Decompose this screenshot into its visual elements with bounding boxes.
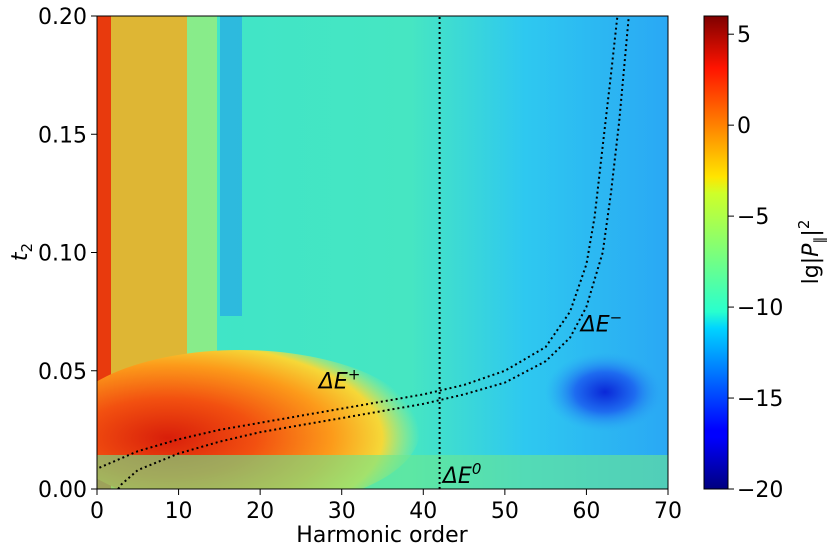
x-tick-label: 60 [572,499,600,524]
annotation-label: ΔE− [579,309,623,338]
y-tick-label: 0.20 [38,5,87,30]
curves-layer [99,16,630,489]
annotation-main: ΔE [579,313,610,338]
heatmap-low-order-edge [97,16,111,489]
x-tick-label: 40 [409,499,437,524]
y-axis-title-sub: 2 [18,243,36,253]
curve-1 [117,16,630,489]
annotation-main: ΔE [441,464,472,489]
colorbar-tick-label: −20 [737,478,783,503]
colorbar-label-bar: | [799,229,824,236]
plot-area [97,16,668,489]
y-tick-label: 0.15 [38,123,87,148]
x-axis-title: Harmonic order [296,523,468,548]
y-tick-label: 0.10 [38,242,87,267]
x-tick-label: 30 [328,499,356,524]
annotation-sup: + [348,365,361,383]
annotations-layer: ΔE+ΔE−ΔE0 [317,309,622,489]
colorbar-tick-label: −10 [737,296,783,321]
y-tick-label: 0.05 [38,360,87,385]
y-axis: 0.00 0.05 0.10 0.15 0.20 [38,5,97,503]
colorbar-label-p: P [799,243,824,257]
y-tick-label: 0.00 [38,478,87,503]
x-tick-label: 70 [654,499,682,524]
annotation-sup: − [610,309,623,327]
annotation-label: ΔE+ [317,365,361,394]
x-axis: 0 10 20 30 40 50 60 70 [90,489,682,524]
heatmap-bottom-band [97,455,668,489]
y-axis-title-main: t [8,251,33,261]
colorbar-label: lg|P∥|2 [795,220,828,285]
annotation-main: ΔE [317,369,348,394]
colorbar-gradient [703,15,729,490]
colorbar-ticks: −20 −15 −10 −5 0 5 [728,23,783,503]
colorbar-label-lg: lg| [799,257,824,285]
colorbar: −20 −15 −10 −5 0 5 lg|P∥|2 [703,15,828,503]
colorbar-label-exp: 2 [795,220,813,230]
colorbar-tick-label: −15 [737,387,783,412]
colorbar-tick-label: −5 [737,205,769,230]
x-tick-label: 10 [165,499,193,524]
annotation-label: ΔE0 [441,460,482,489]
annotation-sup: 0 [472,460,482,478]
x-tick-label: 0 [90,499,104,524]
x-tick-label: 50 [491,499,519,524]
colorbar-tick-label: 0 [737,114,751,139]
y-axis-title: t2 [8,243,36,261]
colorbar-tick-label: 5 [737,23,751,48]
heatmap-blue-spot [545,352,665,432]
heatmap-left-blue-band [220,16,242,316]
colorbar-label-parallel: ∥ [812,237,828,244]
x-tick-label: 20 [246,499,274,524]
